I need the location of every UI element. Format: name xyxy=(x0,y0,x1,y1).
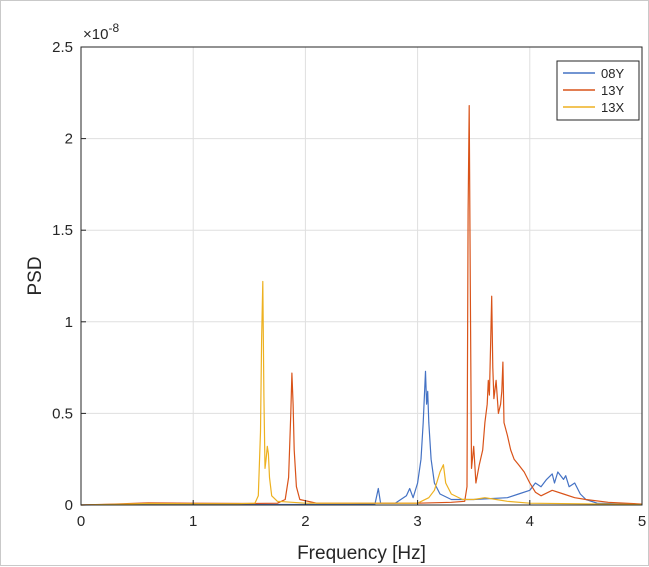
x-tick-label: 4 xyxy=(526,513,534,530)
series-lines xyxy=(80,104,643,506)
exponent-power: -8 xyxy=(108,21,119,35)
legend-label: 13X xyxy=(601,100,624,115)
legend: 08Y 13Y 13X xyxy=(556,60,640,121)
series-line-13y xyxy=(80,104,643,506)
legend-label: 13Y xyxy=(601,83,624,98)
exponent-base: ×10 xyxy=(83,26,108,43)
y-tick-label: 1 xyxy=(65,314,73,331)
y-tick-label: 0 xyxy=(65,497,73,514)
y-tick-label: 2.5 xyxy=(52,39,73,56)
series-line-13x xyxy=(80,280,643,506)
y-axis-exponent: ×10-8 xyxy=(83,21,119,43)
x-axis-title: Frequency [Hz] xyxy=(297,543,426,564)
x-tick-label: 5 xyxy=(638,513,646,530)
axis-ticks: 0 1 2 3 4 5 0 0.5 1 1.5 2 2.5 xyxy=(52,39,646,530)
x-tick-label: 2 xyxy=(301,513,309,530)
grid-lines xyxy=(80,46,643,506)
plot-border xyxy=(80,46,643,506)
x-tick-label: 1 xyxy=(189,513,197,530)
x-tick-label: 0 xyxy=(77,513,85,530)
series-line-08y xyxy=(80,370,643,506)
plot-area xyxy=(81,47,642,505)
y-axis-title: PSD xyxy=(25,256,46,295)
y-tick-label: 1.5 xyxy=(52,222,73,239)
x-tick-label: 3 xyxy=(413,513,421,530)
y-tick-label: 0.5 xyxy=(52,405,73,422)
legend-label: 08Y xyxy=(601,66,624,81)
y-tick-label: 2 xyxy=(65,131,73,148)
